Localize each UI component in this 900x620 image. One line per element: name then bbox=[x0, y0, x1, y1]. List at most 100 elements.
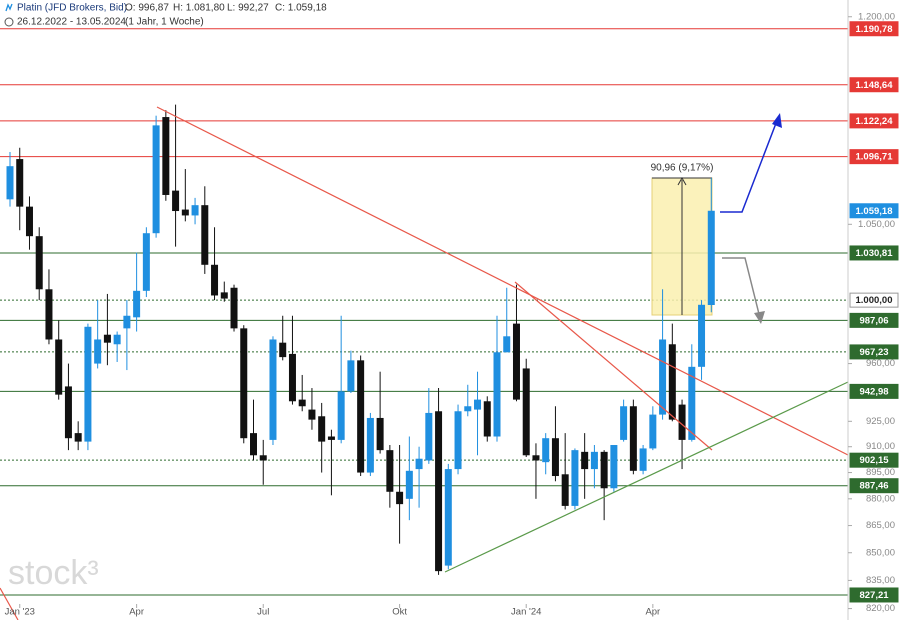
up-arrow-head bbox=[772, 113, 782, 128]
candle-body bbox=[240, 328, 248, 439]
candle-body bbox=[94, 339, 102, 364]
up-arrow bbox=[720, 117, 779, 213]
level-label: 902,15 bbox=[859, 455, 889, 466]
y-tick-label: 880,00 bbox=[866, 493, 895, 504]
level-box bbox=[849, 478, 899, 494]
candle-body bbox=[211, 264, 219, 296]
candles bbox=[6, 104, 715, 575]
candle-body bbox=[503, 336, 511, 353]
level-box bbox=[849, 292, 899, 308]
candle-body bbox=[201, 205, 209, 265]
candle-body bbox=[357, 360, 365, 473]
candle-body bbox=[581, 451, 589, 470]
y-tick-label: 1.050,00 bbox=[858, 219, 895, 230]
candle-body bbox=[474, 399, 482, 410]
icon bbox=[5, 3, 13, 12]
candle-body bbox=[113, 334, 121, 345]
candle-body bbox=[659, 339, 667, 415]
watermark: stock³ bbox=[8, 554, 99, 592]
level-box bbox=[849, 383, 899, 399]
title: Platin (JFD Brokers, Bid) bbox=[17, 3, 127, 14]
candle-body bbox=[444, 469, 452, 566]
candle-body bbox=[25, 206, 33, 237]
candle-body bbox=[600, 451, 608, 489]
level-box bbox=[849, 113, 899, 129]
y-tick-label: 925,00 bbox=[866, 416, 895, 427]
candle-body bbox=[230, 287, 238, 329]
candle-body bbox=[542, 438, 550, 463]
y-tick-label: 895,00 bbox=[866, 467, 895, 478]
x-tick-label: Apr bbox=[129, 607, 144, 618]
level-label: 1.000,00 bbox=[856, 295, 893, 306]
level-label: 1.030,81 bbox=[856, 248, 894, 259]
trendline bbox=[514, 281, 713, 451]
y-tick-label: 820,00 bbox=[866, 603, 895, 614]
candle-body bbox=[6, 166, 14, 200]
level-box bbox=[849, 245, 899, 261]
level-label: 1.096,71 bbox=[856, 152, 894, 163]
candle-body bbox=[259, 455, 267, 461]
candle-body bbox=[84, 326, 92, 442]
period: (1 Jahr, 1 Woche) bbox=[125, 17, 204, 28]
candle-body bbox=[172, 190, 180, 212]
candle-body bbox=[347, 360, 355, 392]
y-tick-label: 960,00 bbox=[866, 358, 895, 369]
candle-body bbox=[493, 352, 501, 437]
y-axis: 1.200,00 1.050,00 960,00 925,00 910,00 895,00… bbox=[848, 11, 895, 614]
candle-body bbox=[571, 450, 579, 506]
candle-body bbox=[376, 417, 384, 451]
candle-body bbox=[415, 458, 423, 470]
level-box bbox=[849, 587, 899, 603]
candle-body bbox=[308, 409, 316, 420]
level-box bbox=[849, 344, 899, 360]
level-label: 987,06 bbox=[859, 315, 888, 326]
level-label: 1.148,64 bbox=[856, 80, 894, 91]
candle-body bbox=[35, 236, 43, 290]
candle-body bbox=[512, 323, 520, 400]
header: Platin (JFD Brokers, Bid) O: 996,87 H: 1… bbox=[4, 3, 327, 28]
trendline bbox=[156, 106, 849, 456]
high-label: H: 1.081,80 bbox=[173, 3, 225, 14]
x-tick-label: Okt bbox=[392, 607, 407, 618]
candle-body bbox=[288, 353, 296, 402]
candle-body bbox=[629, 406, 637, 471]
level-label: 967,23 bbox=[859, 347, 888, 358]
x-tick-label: Jan '24 bbox=[511, 607, 541, 618]
candle-body bbox=[74, 433, 82, 442]
candle-body bbox=[590, 451, 598, 470]
level-label: 827,21 bbox=[859, 590, 889, 601]
candle-body bbox=[551, 438, 559, 477]
y-tick-label: 1.200,00 bbox=[858, 11, 895, 22]
level-box bbox=[849, 21, 899, 37]
candle-body bbox=[152, 125, 160, 234]
candle-body bbox=[639, 448, 647, 471]
candle-body bbox=[64, 386, 72, 439]
candle-body bbox=[464, 406, 472, 412]
candle-body bbox=[142, 233, 150, 291]
candle-body bbox=[250, 433, 257, 456]
candle-body bbox=[396, 491, 404, 505]
candle-body bbox=[337, 391, 345, 440]
candle-body bbox=[181, 209, 189, 216]
candle-body bbox=[123, 315, 131, 329]
level-box bbox=[849, 203, 899, 219]
down-arrow bbox=[722, 257, 761, 319]
candle-body bbox=[55, 339, 63, 395]
candle-body bbox=[688, 366, 696, 440]
level-box bbox=[849, 149, 899, 165]
candle-body bbox=[620, 406, 628, 440]
candle-body bbox=[561, 474, 569, 506]
y-tick-label: 850,00 bbox=[866, 547, 895, 558]
x-tick-label: Apr bbox=[645, 607, 660, 618]
open-label: O: 996,87 bbox=[125, 3, 169, 14]
x-axis: Jan '23 Apr Jul Okt Jan '24 Apr bbox=[5, 604, 660, 618]
candle-body bbox=[435, 411, 443, 572]
level-label: 1.059,18 bbox=[856, 206, 893, 217]
clock-icon bbox=[4, 17, 14, 27]
candle-body bbox=[279, 342, 287, 358]
candle-body bbox=[532, 455, 540, 461]
candle-body bbox=[16, 159, 24, 207]
candle-body bbox=[522, 368, 530, 456]
measure-label: 90,96 (9,17%) bbox=[651, 163, 714, 174]
